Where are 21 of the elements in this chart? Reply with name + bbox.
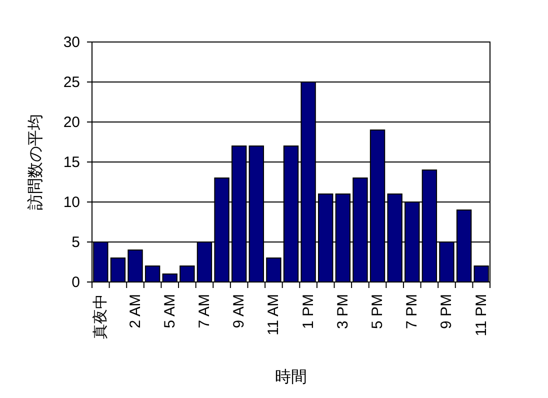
y-tick-label: 5 xyxy=(72,234,80,251)
x-tick-label: 9 PM xyxy=(438,294,456,330)
y-tick-label: 30 xyxy=(63,34,80,51)
x-tick-label: 1 PM xyxy=(300,294,317,330)
x-tick-label: 3 PM xyxy=(334,294,352,330)
x-tick-label: 5 PM xyxy=(369,294,386,330)
x-tick-label: 7 AM xyxy=(196,294,213,328)
x-tick-label: 2 AM xyxy=(126,294,144,328)
y-tick-label: 0 xyxy=(72,274,80,291)
y-tick-label: 25 xyxy=(63,74,80,91)
x-tick-label: 真夜中 xyxy=(92,294,110,339)
y-axis-title: 訪問数の平均 xyxy=(26,114,44,210)
x-tick-label: 7 PM xyxy=(404,294,421,330)
y-tick-label: 10 xyxy=(63,194,80,211)
x-tick-label: 11 AM xyxy=(265,294,282,336)
x-tick-label: 9 AM xyxy=(230,294,248,328)
x-tick-label: 11 PM xyxy=(472,294,490,336)
x-axis-title: 時間 xyxy=(275,368,307,386)
y-tick-label: 15 xyxy=(63,154,80,171)
x-tick-label: 5 AM xyxy=(161,294,178,328)
y-tick-label: 20 xyxy=(63,114,80,131)
